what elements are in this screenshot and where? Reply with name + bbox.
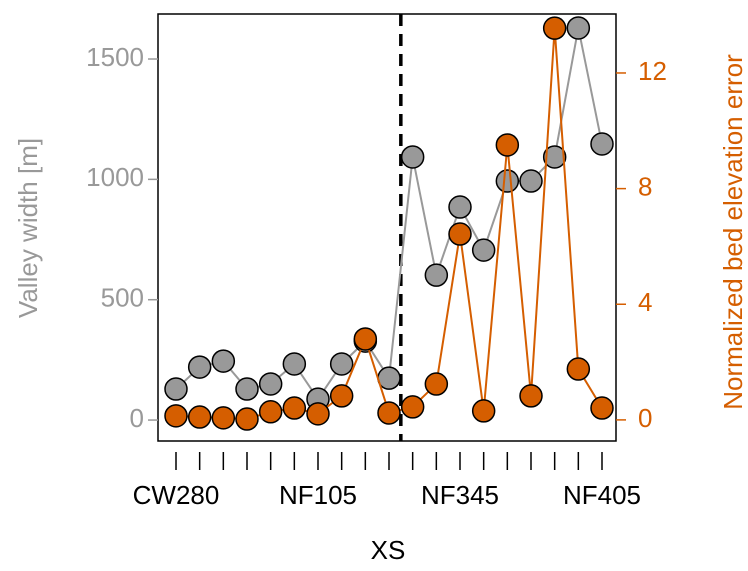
point — [282, 352, 307, 376]
point — [306, 402, 330, 426]
point — [187, 405, 212, 429]
point — [495, 169, 520, 193]
point — [448, 222, 472, 246]
plot-frame — [157, 13, 617, 442]
point — [377, 401, 401, 425]
y2-tick-label: 0 — [638, 403, 652, 433]
point — [542, 145, 567, 169]
y-tick-label: 0 — [130, 403, 144, 433]
point — [235, 407, 259, 431]
point — [566, 16, 591, 40]
point — [519, 169, 543, 193]
point — [590, 396, 614, 420]
point — [566, 357, 591, 381]
point — [448, 195, 472, 219]
point — [211, 349, 236, 373]
y-tick-label: 1500 — [86, 42, 144, 72]
y2-tick-label: 8 — [638, 171, 652, 201]
y2-axis-label: Normalized bed elevation error — [718, 54, 748, 410]
series-line — [175, 28, 603, 421]
point — [187, 355, 212, 379]
point — [400, 145, 425, 169]
point — [590, 132, 614, 156]
x-tick-label: CW280 — [133, 480, 220, 510]
point — [424, 263, 449, 287]
point — [329, 384, 354, 408]
x-axis-label: XS — [371, 535, 406, 565]
y2-tick-label: 12 — [638, 56, 667, 86]
series-line — [175, 27, 603, 401]
point — [235, 377, 259, 401]
point — [164, 377, 188, 401]
point — [353, 327, 378, 351]
x-tick-label: NF405 — [563, 480, 641, 510]
point — [258, 400, 283, 424]
point — [424, 372, 449, 396]
x-tick-label: NF345 — [421, 480, 499, 510]
point — [495, 133, 520, 157]
point — [519, 384, 543, 408]
point — [211, 406, 236, 430]
point — [258, 372, 283, 396]
point — [471, 399, 496, 423]
y-tick-label: 1000 — [86, 162, 144, 192]
point — [164, 404, 188, 428]
point — [400, 395, 425, 419]
point — [329, 352, 354, 376]
x-tick-label: NF105 — [279, 480, 357, 510]
point — [471, 238, 496, 262]
point — [282, 396, 307, 420]
y-axis-label: Valley width [m] — [13, 138, 43, 318]
y2-tick-label: 4 — [638, 287, 652, 317]
point — [542, 16, 567, 40]
y-tick-label: 500 — [101, 283, 144, 313]
